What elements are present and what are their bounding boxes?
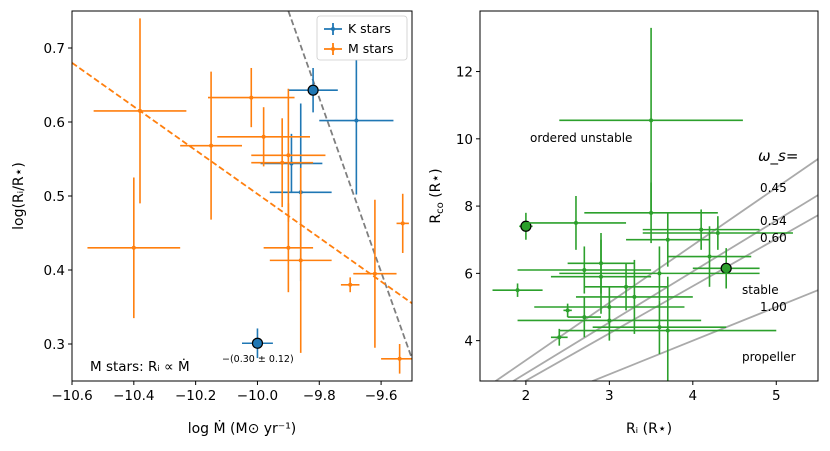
label-ordered-unstable: ordered unstable: [530, 131, 632, 145]
x-tick-label: 5: [772, 388, 781, 404]
left-axis-ticks: −10.6 −10.4 −10.2 −10.0 −9.8 −9.6 0.3 0.4 0.5 0.6…: [44, 41, 398, 404]
omega-line-0.6: [523, 214, 818, 381]
right-plot-area: [492, 27, 818, 381]
x-tick-label: −9.8: [303, 388, 336, 404]
x-tick-label: 2: [522, 388, 531, 404]
label-omega-100: 1.00: [760, 300, 787, 314]
data-point: [649, 118, 654, 123]
data-point: [209, 143, 214, 148]
fit-annotation-exponent: −(0.30 ± 0.12): [222, 354, 294, 365]
data-point: [280, 160, 285, 165]
y-tick-label: 6: [464, 266, 473, 282]
circled-point: [251, 337, 264, 349]
data-point: [261, 134, 266, 139]
label-omega-045: 0.45: [760, 181, 787, 195]
right-axes-frame: [479, 10, 819, 382]
data-point: [286, 153, 291, 158]
y-tick-label: 10: [456, 132, 473, 148]
data-point: [286, 245, 291, 250]
data-point: [715, 231, 720, 235]
data-point: [354, 118, 359, 123]
data-point: [599, 274, 604, 279]
right-y-axis-label: Rco (R⋆): [428, 168, 446, 223]
label-propeller: propeller: [742, 350, 796, 364]
right-x-axis-label: Rᵢ (R⋆): [626, 421, 672, 437]
data-point: [298, 258, 303, 263]
data-point: [372, 271, 377, 276]
data-point: [138, 108, 142, 113]
data-point: [657, 325, 662, 330]
right-y-axis-label-units: (R⋆): [428, 168, 444, 202]
data-point: [657, 271, 662, 276]
x-tick-label: −10.4: [113, 388, 154, 404]
circled-point: [720, 262, 732, 274]
y-tick-label: 0.3: [44, 337, 65, 353]
data-point: [582, 268, 587, 272]
legend-k-stars: K stars: [348, 21, 391, 36]
data-point: [632, 294, 637, 299]
left-axes-frame: [71, 10, 413, 382]
left-legend: K stars M stars: [316, 15, 408, 61]
omega-line-0.45: [494, 158, 818, 381]
data-point: [665, 237, 670, 242]
right-axis-ticks: 2 3 4 5 4 6 8 10 12: [456, 65, 781, 404]
data-point: [131, 245, 136, 250]
y-tick-label: 0.6: [44, 115, 65, 131]
data-point: [573, 220, 578, 225]
label-omega-title: ω_s=: [758, 147, 798, 166]
x-tick-label: −9.6: [365, 388, 398, 404]
left-plot-area: [72, 11, 412, 374]
x-tick-label: 3: [605, 388, 614, 404]
x-tick-label: 4: [689, 388, 698, 404]
left-annotation: M stars: Rᵢ ∝ Ṁ −(0.30 ± 0.12): [90, 354, 294, 375]
legend-mark-dot: [331, 47, 335, 51]
data-point: [624, 284, 629, 289]
omega-line-1: [590, 289, 818, 381]
data-point: [699, 227, 704, 232]
label-stable: stable: [742, 283, 779, 297]
label-omega-054: 0.54: [760, 214, 787, 228]
y-tick-label: 0.4: [44, 263, 65, 279]
label-omega-060: 0.60: [760, 231, 787, 245]
left-panel: −10.6 −10.4 −10.2 −10.0 −9.8 −9.6 0.3 0.4 0.5 0.6…: [11, 10, 413, 437]
right-y-axis-label-subscript: co: [435, 202, 446, 214]
legend-marks: [324, 23, 342, 55]
data-point: [707, 254, 712, 259]
right-panel: 2 3 4 5 4 6 8 10 12 ordered unstable stable prop…: [428, 10, 819, 437]
data-point: [565, 308, 570, 313]
omega-line-0.54: [511, 194, 818, 381]
fit-line-orange-dashed: [72, 62, 412, 305]
x-tick-label: −10.2: [175, 388, 216, 404]
legend-m-stars: M stars: [348, 41, 393, 56]
x-tick-label: −10.0: [237, 388, 278, 404]
data-point: [582, 315, 587, 320]
data-point: [665, 328, 670, 333]
data-point: [397, 356, 402, 361]
data-point: [607, 318, 612, 323]
left-y-axis-label: log(Rᵢ/R⋆): [11, 162, 27, 230]
y-tick-label: 0.5: [44, 189, 65, 205]
circled-point: [307, 84, 319, 96]
x-tick-label: −10.6: [51, 388, 92, 404]
fit-annotation-text: M stars: Rᵢ ∝ Ṁ: [90, 357, 190, 375]
circled-point: [520, 220, 532, 232]
legend-mark-dot: [331, 27, 335, 31]
data-point: [557, 335, 562, 340]
data-point: [515, 288, 520, 293]
left-x-axis-label: log Ṁ (M⊙ yr⁻¹): [188, 419, 297, 437]
data-point: [249, 95, 254, 100]
y-tick-label: 0.7: [44, 41, 65, 57]
y-tick-label: 12: [456, 65, 473, 81]
y-tick-label: 4: [464, 334, 473, 350]
data-point: [348, 282, 353, 287]
data-point: [649, 210, 654, 215]
y-tick-label: 8: [464, 199, 473, 215]
data-point: [400, 221, 405, 226]
fit-line-gray-dashed: [287, 11, 412, 360]
